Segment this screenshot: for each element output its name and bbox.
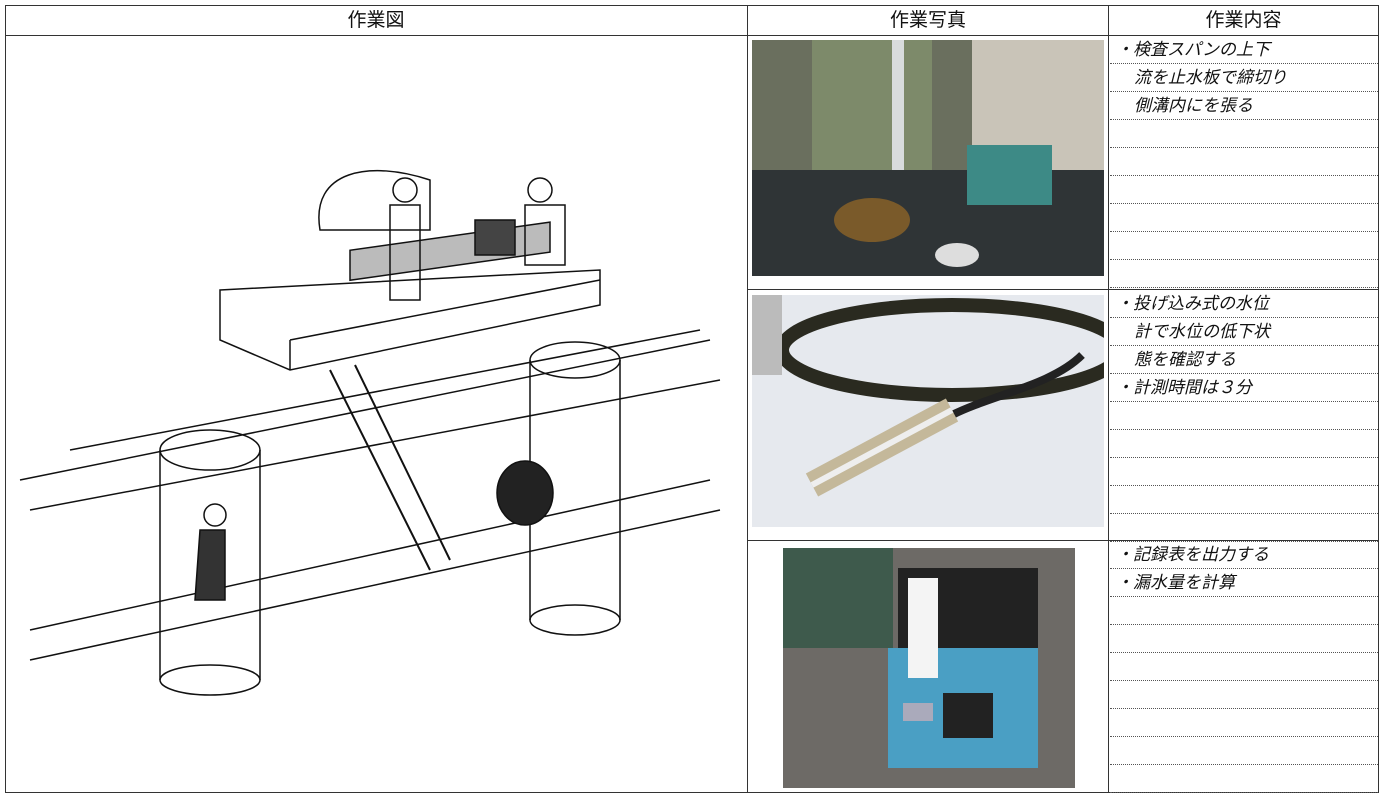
content-line: 態を確認する	[1110, 346, 1378, 374]
content-line	[1110, 653, 1378, 681]
content-line: ・計測時間は３分	[1110, 374, 1378, 402]
content-line	[1110, 709, 1378, 737]
content-line: 側溝内にを張る	[1110, 92, 1378, 120]
content-line	[1110, 737, 1378, 765]
content-line	[1110, 625, 1378, 653]
content-line	[1110, 681, 1378, 709]
content-line: ・漏水量を計算	[1110, 569, 1378, 597]
content-line	[1110, 597, 1378, 625]
content-line: ・検査スパンの上下	[1110, 36, 1378, 64]
work-drawing	[19, 169, 721, 696]
content-line	[1110, 430, 1378, 458]
content-line	[1110, 765, 1378, 793]
row-divider	[747, 289, 1378, 541]
header-cell: 作業写真	[889, 9, 966, 31]
photo-recorder	[783, 548, 1075, 788]
content-line	[1110, 176, 1378, 204]
content-line: 流を止水板で締切り	[1110, 64, 1378, 92]
content-line	[1110, 204, 1378, 232]
content-line	[1110, 458, 1378, 486]
header-cell: 作業内容	[1205, 9, 1282, 31]
content-line	[1110, 402, 1378, 430]
table-border	[5, 5, 1379, 793]
content-line	[1110, 120, 1378, 148]
content-line	[1110, 514, 1378, 542]
content-line	[1110, 232, 1378, 260]
content-line	[1110, 486, 1378, 514]
content-line	[1110, 260, 1378, 288]
photo-water-gauge	[752, 295, 1104, 527]
column-divider	[747, 5, 1109, 793]
content-line: ・記録表を出力する	[1110, 541, 1378, 569]
header-cell: 作業図	[347, 9, 405, 31]
header-line	[5, 5, 1379, 36]
content-line: ・投げ込み式の水位	[1110, 290, 1378, 318]
content-line	[1110, 148, 1378, 176]
photo-cutoff	[752, 40, 1104, 276]
content-line: 計で水位の低下状	[1110, 318, 1378, 346]
